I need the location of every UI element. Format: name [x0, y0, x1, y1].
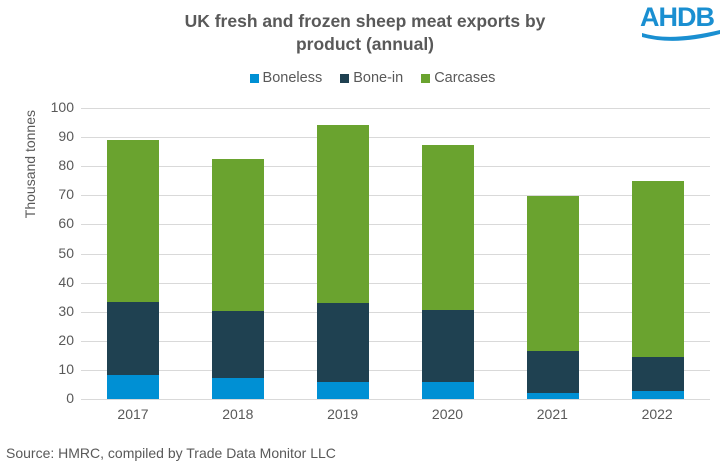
bar-segment-boneless [526, 392, 579, 399]
y-tick-label: 40 [58, 273, 74, 290]
bar-segment-boneless [212, 377, 265, 399]
legend-swatch [249, 73, 259, 83]
legend-swatch [421, 73, 431, 83]
gridline [81, 311, 710, 313]
bar-segment-carcases [317, 124, 370, 303]
bar-segment-carcases [421, 144, 474, 311]
wave-icon [642, 30, 720, 41]
x-tick-label: 2020 [431, 406, 464, 422]
legend-swatch [340, 73, 350, 83]
gridline [81, 166, 710, 168]
x-tick-label: 2017 [117, 406, 149, 422]
bar-2019 [317, 124, 370, 399]
gridline [81, 253, 710, 255]
bar-segment-carcases [526, 195, 579, 351]
bar-segment-boneless [631, 391, 684, 399]
bar-segment-boneless [317, 382, 370, 399]
bar-segment-carcases [631, 180, 684, 358]
gridline [81, 340, 710, 342]
y-tick-label: 80 [58, 157, 74, 174]
bar-segment-bone-in [631, 357, 684, 392]
bar-segment-boneless [421, 381, 474, 399]
bar-segment-bone-in [317, 302, 370, 383]
bar-segment-carcases [212, 159, 265, 312]
y-tick-label: 90 [58, 128, 74, 145]
bar-2017 [107, 140, 160, 399]
y-tick-label: 100 [50, 99, 74, 115]
x-tick-label: 2021 [536, 406, 568, 422]
legend-item-carcases: Carcases [421, 70, 495, 86]
y-tick-label: 70 [58, 186, 74, 203]
ahdb-logo: AHDB [640, 2, 722, 42]
y-tick-label: 20 [58, 331, 74, 348]
bar-segment-boneless [107, 375, 160, 399]
gridline [81, 108, 710, 109]
chart-title-line-2: product (annual) [295, 34, 435, 54]
y-tick-label: 60 [58, 215, 74, 232]
bar-segment-carcases [107, 140, 160, 303]
chart-legend: Boneless Bone-in Carcases [0, 70, 725, 86]
bar-segment-bone-in [107, 302, 160, 376]
gridline [81, 399, 710, 400]
legend-label: Carcases [434, 70, 496, 86]
source-note: Source: HMRC, compiled by Trade Data Mon… [6, 445, 336, 461]
bar-segment-bone-in [526, 350, 579, 393]
x-tick-label: 2018 [222, 406, 254, 422]
gridline [81, 137, 710, 139]
gridline [81, 282, 710, 284]
x-tick-label: 2019 [327, 406, 359, 422]
y-tick-label: 10 [58, 360, 74, 377]
chart-title: UK fresh and frozen sheep meat exports b… [150, 10, 580, 56]
legend-label: Bone-in [353, 70, 404, 86]
legend-item-bone-in: Bone-in [340, 70, 403, 86]
bar-segment-bone-in [421, 310, 474, 382]
chart-title-line-1: UK fresh and frozen sheep meat exports b… [184, 11, 546, 31]
plot-area [81, 108, 710, 400]
y-tick-label: 50 [58, 244, 74, 261]
gridline [81, 369, 710, 371]
logo-text: AHDB [640, 2, 715, 32]
bar-segment-bone-in [212, 311, 265, 378]
y-tick-label: 30 [58, 302, 74, 319]
gridline [81, 224, 710, 226]
legend-label: Boneless [262, 70, 323, 86]
bar-2022 [631, 180, 684, 399]
gridline [81, 195, 710, 197]
bar-2021 [526, 195, 579, 399]
bar-2018 [212, 159, 265, 399]
x-tick-label: 2022 [641, 406, 673, 422]
bar-2020 [421, 144, 474, 399]
legend-item-boneless: Boneless [249, 70, 323, 86]
y-tick-label: 0 [66, 390, 74, 406]
